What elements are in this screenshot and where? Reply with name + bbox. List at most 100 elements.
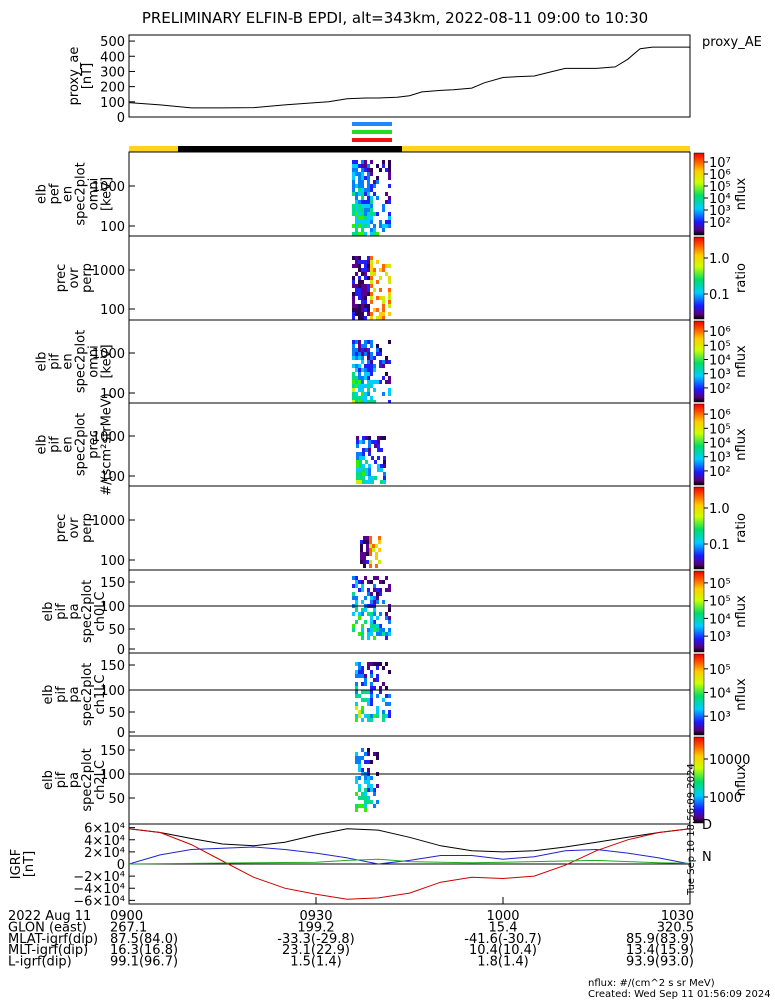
spectrogram-cell	[361, 608, 364, 612]
spectrogram-cell	[364, 292, 367, 296]
spectrogram-cell	[367, 760, 370, 764]
spectrogram-cell	[361, 272, 364, 276]
spectrogram-cell	[358, 388, 361, 392]
spectrogram-cell	[373, 268, 376, 272]
spectrogram-cell	[364, 674, 367, 678]
spectrogram-cell	[361, 268, 364, 272]
y-tick-label: 100	[100, 303, 125, 318]
label-line: ovr	[67, 267, 82, 289]
spectrogram-cell	[356, 452, 359, 456]
spectrogram-cell	[352, 292, 355, 296]
spectrogram-cell	[388, 168, 391, 172]
y-tick-label: 6×10⁴	[84, 822, 125, 837]
spectrogram-cell	[376, 666, 379, 670]
spectrogram-cell	[358, 256, 361, 260]
x-row-value: -41.6(-30.7)	[464, 932, 541, 947]
spectrogram-cell	[376, 176, 379, 180]
spectrogram-cell	[356, 480, 359, 484]
spectrogram-cell	[361, 312, 364, 316]
spectrogram-cell	[352, 400, 355, 404]
spectrogram-cell	[364, 176, 367, 180]
spectrogram-cell	[361, 216, 364, 220]
spectrogram-cell	[361, 710, 364, 714]
spectrogram-cell	[382, 628, 385, 632]
spectrogram-cell	[358, 764, 361, 768]
spectrogram-cell	[374, 460, 377, 464]
spectrogram-cell	[352, 188, 355, 192]
spectrogram-cell	[352, 172, 355, 176]
spectrogram-cell	[355, 662, 358, 666]
spectrogram-cell	[370, 596, 373, 600]
spectrogram-cells	[352, 256, 391, 320]
spectrogram-cell	[361, 308, 364, 312]
spectrogram-cell	[376, 624, 379, 628]
spectrogram-cell	[361, 804, 364, 808]
spectrogram-cell	[375, 544, 378, 548]
spectrogram-cell	[376, 308, 379, 312]
spectrogram-cell	[370, 200, 373, 204]
spectrogram-cell	[355, 368, 358, 372]
y-tick-label: 0	[117, 858, 125, 873]
spectrogram-cell	[355, 584, 358, 588]
spectrogram-cell	[388, 710, 391, 714]
spectrogram-cell	[364, 304, 367, 308]
spectrogram-cell	[358, 580, 361, 584]
spectrogram-cell	[366, 536, 369, 540]
spectrogram-cell	[364, 316, 367, 320]
spectrogram-cell	[383, 436, 386, 440]
colorbar-tick-label: 10⁵	[709, 595, 731, 610]
spectrogram-cell	[358, 348, 361, 352]
spectrogram-cell	[379, 348, 382, 352]
spectrogram-cell	[373, 636, 376, 640]
spectrogram-cell	[356, 444, 359, 448]
spectrogram-cell	[356, 468, 359, 472]
spectrogram-cell	[367, 636, 370, 640]
spectrogram-cell	[388, 670, 391, 674]
colorbar-label: nflux	[734, 764, 749, 797]
spectrogram-cell	[365, 472, 368, 476]
spectrogram-cell	[369, 560, 372, 564]
spectrogram-cell	[364, 168, 367, 172]
spectrogram-cell	[380, 436, 383, 440]
label-line: spec2plot	[80, 748, 95, 811]
spectrogram-cell	[352, 576, 355, 580]
spectrogram-cell	[356, 456, 359, 460]
spectrogram-cell	[358, 344, 361, 348]
spectrogram-cell	[360, 544, 363, 548]
spectrogram-cell	[355, 256, 358, 260]
spectrogram-cell	[361, 160, 364, 164]
spectrogram-cell	[358, 612, 361, 616]
colorbar-label: nflux	[734, 178, 749, 211]
panel-frame	[128, 319, 691, 404]
spectrogram-cell	[361, 698, 364, 702]
spectrogram-cell	[382, 312, 385, 316]
spectrogram-cell	[379, 628, 382, 632]
spectrogram-cell	[361, 208, 364, 212]
spectrogram-cell	[355, 690, 358, 694]
spectrogram-cell	[352, 180, 355, 184]
spectrogram-cell	[358, 340, 361, 344]
spectrogram-cell	[355, 172, 358, 176]
spectrogram-cell	[370, 188, 373, 192]
colorbar	[693, 152, 705, 236]
spectrogram-cell	[376, 316, 379, 320]
spectrogram-cell	[358, 396, 361, 400]
spectrogram-cell	[361, 756, 364, 760]
y-tick-label: 1000	[92, 180, 125, 195]
spectrogram-cell	[352, 232, 355, 236]
spectrogram-cell	[379, 168, 382, 172]
spectrogram-cell	[370, 360, 373, 364]
label-line: ch0LC	[93, 592, 108, 632]
spectrogram-cell	[368, 464, 371, 468]
spectrogram-cell	[370, 264, 373, 268]
spectrogram-cell	[352, 224, 355, 228]
spectrogram-cell	[379, 632, 382, 636]
spectrogram-cell	[370, 272, 373, 276]
spectrogram-cell	[361, 296, 364, 300]
spectrogram-cell	[364, 192, 367, 196]
spectrogram-cell	[365, 480, 368, 484]
spectrogram-cell	[365, 468, 368, 472]
spectrogram-cell	[382, 224, 385, 228]
spectrogram-cell	[352, 624, 355, 628]
spectrogram-cell	[366, 552, 369, 556]
